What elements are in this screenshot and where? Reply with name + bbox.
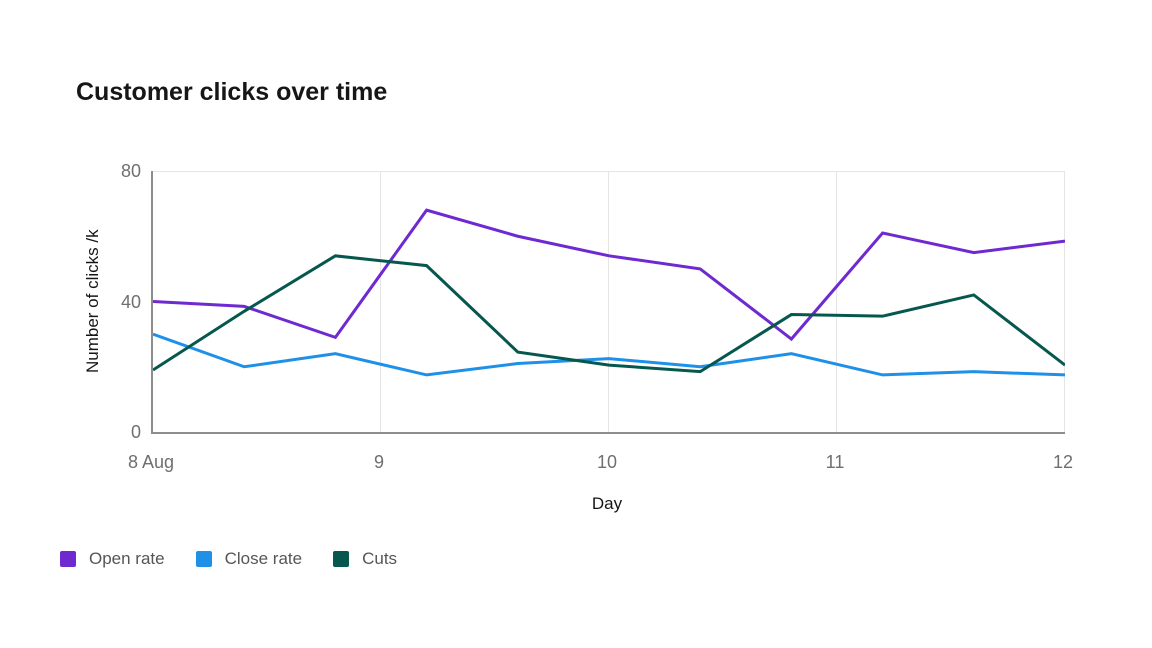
- plot-area: [151, 171, 1065, 434]
- line-chart-svg: [153, 171, 1065, 432]
- legend-label-close-rate: Close rate: [224, 549, 303, 568]
- y-tick-label-0: 0: [130, 422, 141, 442]
- legend-label-cuts: Cuts: [362, 549, 398, 568]
- x-tick-label-12: 12: [1052, 452, 1074, 472]
- x-tick-label-8-aug: 8 Aug: [127, 452, 175, 472]
- series-line-cuts: [153, 254, 1065, 374]
- x-axis-title: Day: [591, 494, 623, 513]
- legend-swatch-cuts: [333, 551, 350, 567]
- legend-item-close-rate[interactable]: Close rate: [195, 549, 303, 568]
- chart-title: Customer clicks over time: [76, 78, 388, 106]
- legend-swatch-close-rate: [195, 551, 212, 567]
- series-line-close-rate: [153, 332, 1065, 377]
- y-tick-label-40: 40: [120, 291, 141, 312]
- legend-label-open-rate: Open rate: [89, 549, 165, 568]
- x-tick-label-11: 11: [825, 452, 845, 472]
- x-tick-label-9: 9: [373, 452, 384, 472]
- legend-item-open-rate[interactable]: Open rate: [60, 550, 165, 568]
- y-tick-label-80: 80: [120, 161, 141, 181]
- legend-item-cuts[interactable]: Cuts: [333, 550, 397, 568]
- x-tick-label-10: 10: [596, 452, 618, 472]
- legend-swatch-open-rate: [60, 551, 76, 567]
- legend: Open rate Close rate Cuts: [60, 550, 397, 568]
- series-line-open-rate: [153, 208, 1065, 342]
